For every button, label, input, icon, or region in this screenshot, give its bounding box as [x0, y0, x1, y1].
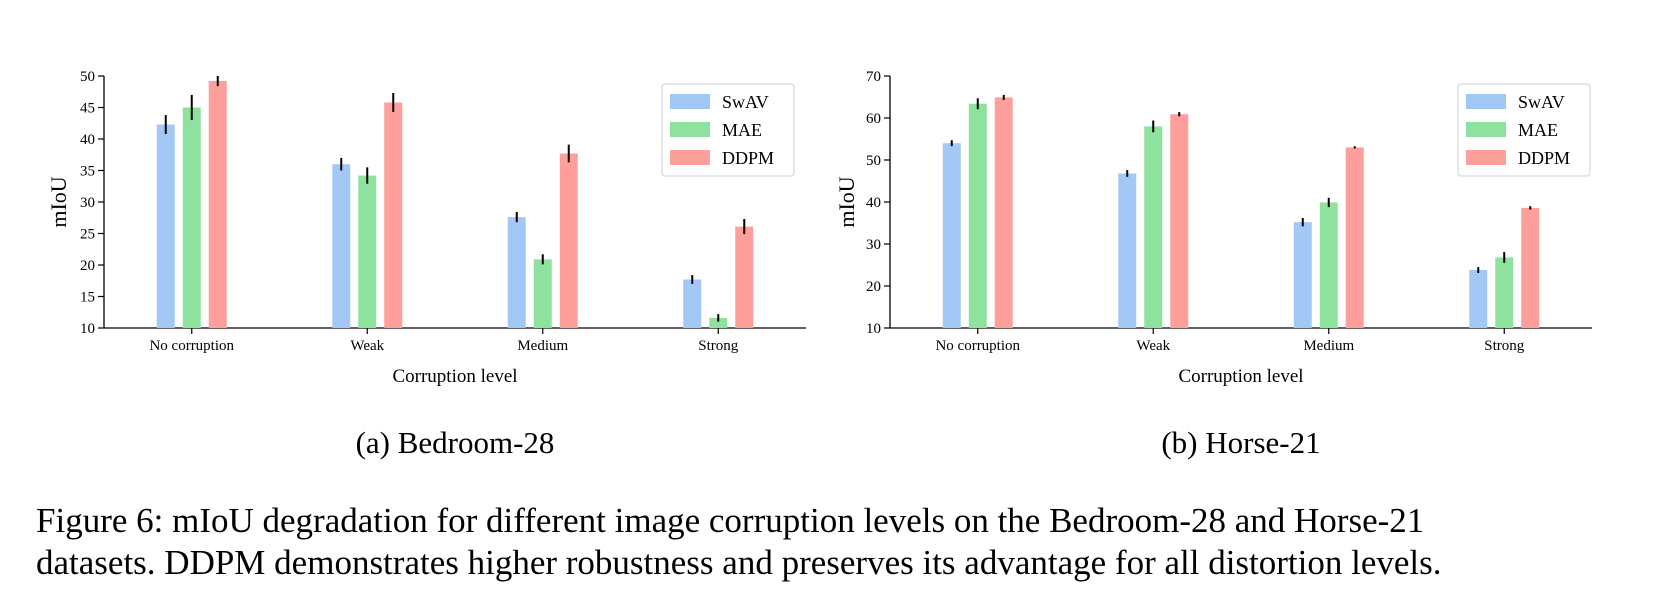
legend: SwAV MAE DDPM	[1457, 83, 1591, 177]
x-tick-label: Weak	[1136, 338, 1170, 354]
bar-ddpm	[1521, 207, 1540, 328]
x-tick-label: Strong	[698, 338, 739, 354]
legend-label-ddpm: DDPM	[722, 148, 774, 168]
legend-swatch-swav	[670, 94, 710, 109]
legend-swatch-swav	[1466, 94, 1506, 109]
bar-charts: 10 15 20 25 30 35 40 45 50 No corruption Weak Mediu…	[46, 69, 1592, 460]
bar-swav	[942, 143, 961, 328]
y-tick-label: 30	[866, 237, 881, 253]
bar-mae	[968, 103, 987, 328]
legend-label-ddpm: DDPM	[1518, 148, 1570, 168]
legend-swatch-mae	[1466, 122, 1506, 137]
bar-swav	[507, 217, 526, 328]
bar-mae	[1144, 126, 1163, 329]
y-tick-label: 20	[80, 258, 95, 274]
bar-swav	[156, 124, 175, 328]
y-tick-label: 40	[866, 195, 881, 211]
y-tick-label: 30	[80, 195, 95, 211]
caption-line-2: datasets. DDPM demonstrates higher robus…	[36, 543, 1442, 582]
x-tick-label: Weak	[350, 338, 384, 354]
y-axis-label: mIoU	[46, 176, 71, 227]
figure: 10 15 20 25 30 35 40 45 50 No corruption Weak Mediu…	[46, 69, 1592, 460]
subcaption: (a) Bedroom-28	[356, 425, 555, 460]
legend-label-mae: MAE	[1518, 120, 1558, 140]
y-tick-label: 10	[80, 321, 95, 337]
x-axis-label: Corruption level	[1178, 366, 1303, 387]
bar-mae	[709, 317, 728, 328]
figure-caption: Figure 6: mIoU degradation for different…	[36, 500, 1636, 584]
x-tick-label: No corruption	[935, 338, 1020, 354]
legend-swatch-ddpm	[670, 150, 710, 165]
bar-swav	[332, 164, 351, 328]
x-tick-label: Medium	[517, 338, 568, 354]
y-tick-label: 50	[866, 153, 881, 169]
legend: SwAV MAE DDPM	[661, 83, 795, 177]
bar-mae	[1495, 257, 1514, 328]
bar-swav	[1469, 270, 1488, 328]
bar-ddpm	[994, 97, 1013, 328]
y-tick-label: 25	[80, 227, 95, 243]
chart-2: 10 20 30 40 50 60 70 No corruption Weak Medium Str…	[834, 69, 1592, 460]
x-axis-label: Corruption level	[392, 366, 517, 387]
legend-label-swav: SwAV	[1518, 92, 1565, 112]
bar-swav	[1118, 173, 1137, 328]
y-tick-label: 45	[80, 101, 95, 117]
y-tick-label: 20	[866, 279, 881, 295]
bar-mae	[358, 175, 377, 328]
bar-mae	[182, 107, 201, 328]
x-tick-label: Strong	[1484, 338, 1525, 354]
subcaption: (b) Horse-21	[1161, 425, 1320, 460]
bar-swav	[683, 279, 702, 328]
bar-ddpm	[1345, 147, 1364, 328]
legend-label-swav: SwAV	[722, 92, 769, 112]
x-tick-label: No corruption	[149, 338, 234, 354]
legend-label-mae: MAE	[722, 120, 762, 140]
bar-ddpm	[208, 81, 227, 328]
bar-swav	[1293, 222, 1312, 328]
bar-mae	[533, 259, 552, 328]
y-tick-label: 10	[866, 321, 881, 337]
legend-swatch-mae	[670, 122, 710, 137]
chart-1: 10 15 20 25 30 35 40 45 50 No corruption Weak Mediu…	[46, 69, 806, 460]
y-axis-label: mIoU	[834, 176, 859, 227]
y-tick-label: 40	[80, 132, 95, 148]
y-tick-label: 70	[866, 69, 881, 85]
y-tick-label: 60	[866, 111, 881, 127]
bar-ddpm	[559, 153, 578, 328]
bar-ddpm	[735, 226, 754, 328]
y-tick-label: 15	[80, 290, 95, 306]
x-tick-label: Medium	[1303, 338, 1354, 354]
bar-ddpm	[384, 102, 403, 329]
caption-line-1: Figure 6: mIoU degradation for different…	[36, 501, 1425, 540]
y-tick-label: 35	[80, 164, 95, 180]
legend-swatch-ddpm	[1466, 150, 1506, 165]
y-tick-label: 50	[80, 69, 95, 85]
bar-mae	[1319, 202, 1338, 328]
bar-ddpm	[1170, 114, 1189, 328]
